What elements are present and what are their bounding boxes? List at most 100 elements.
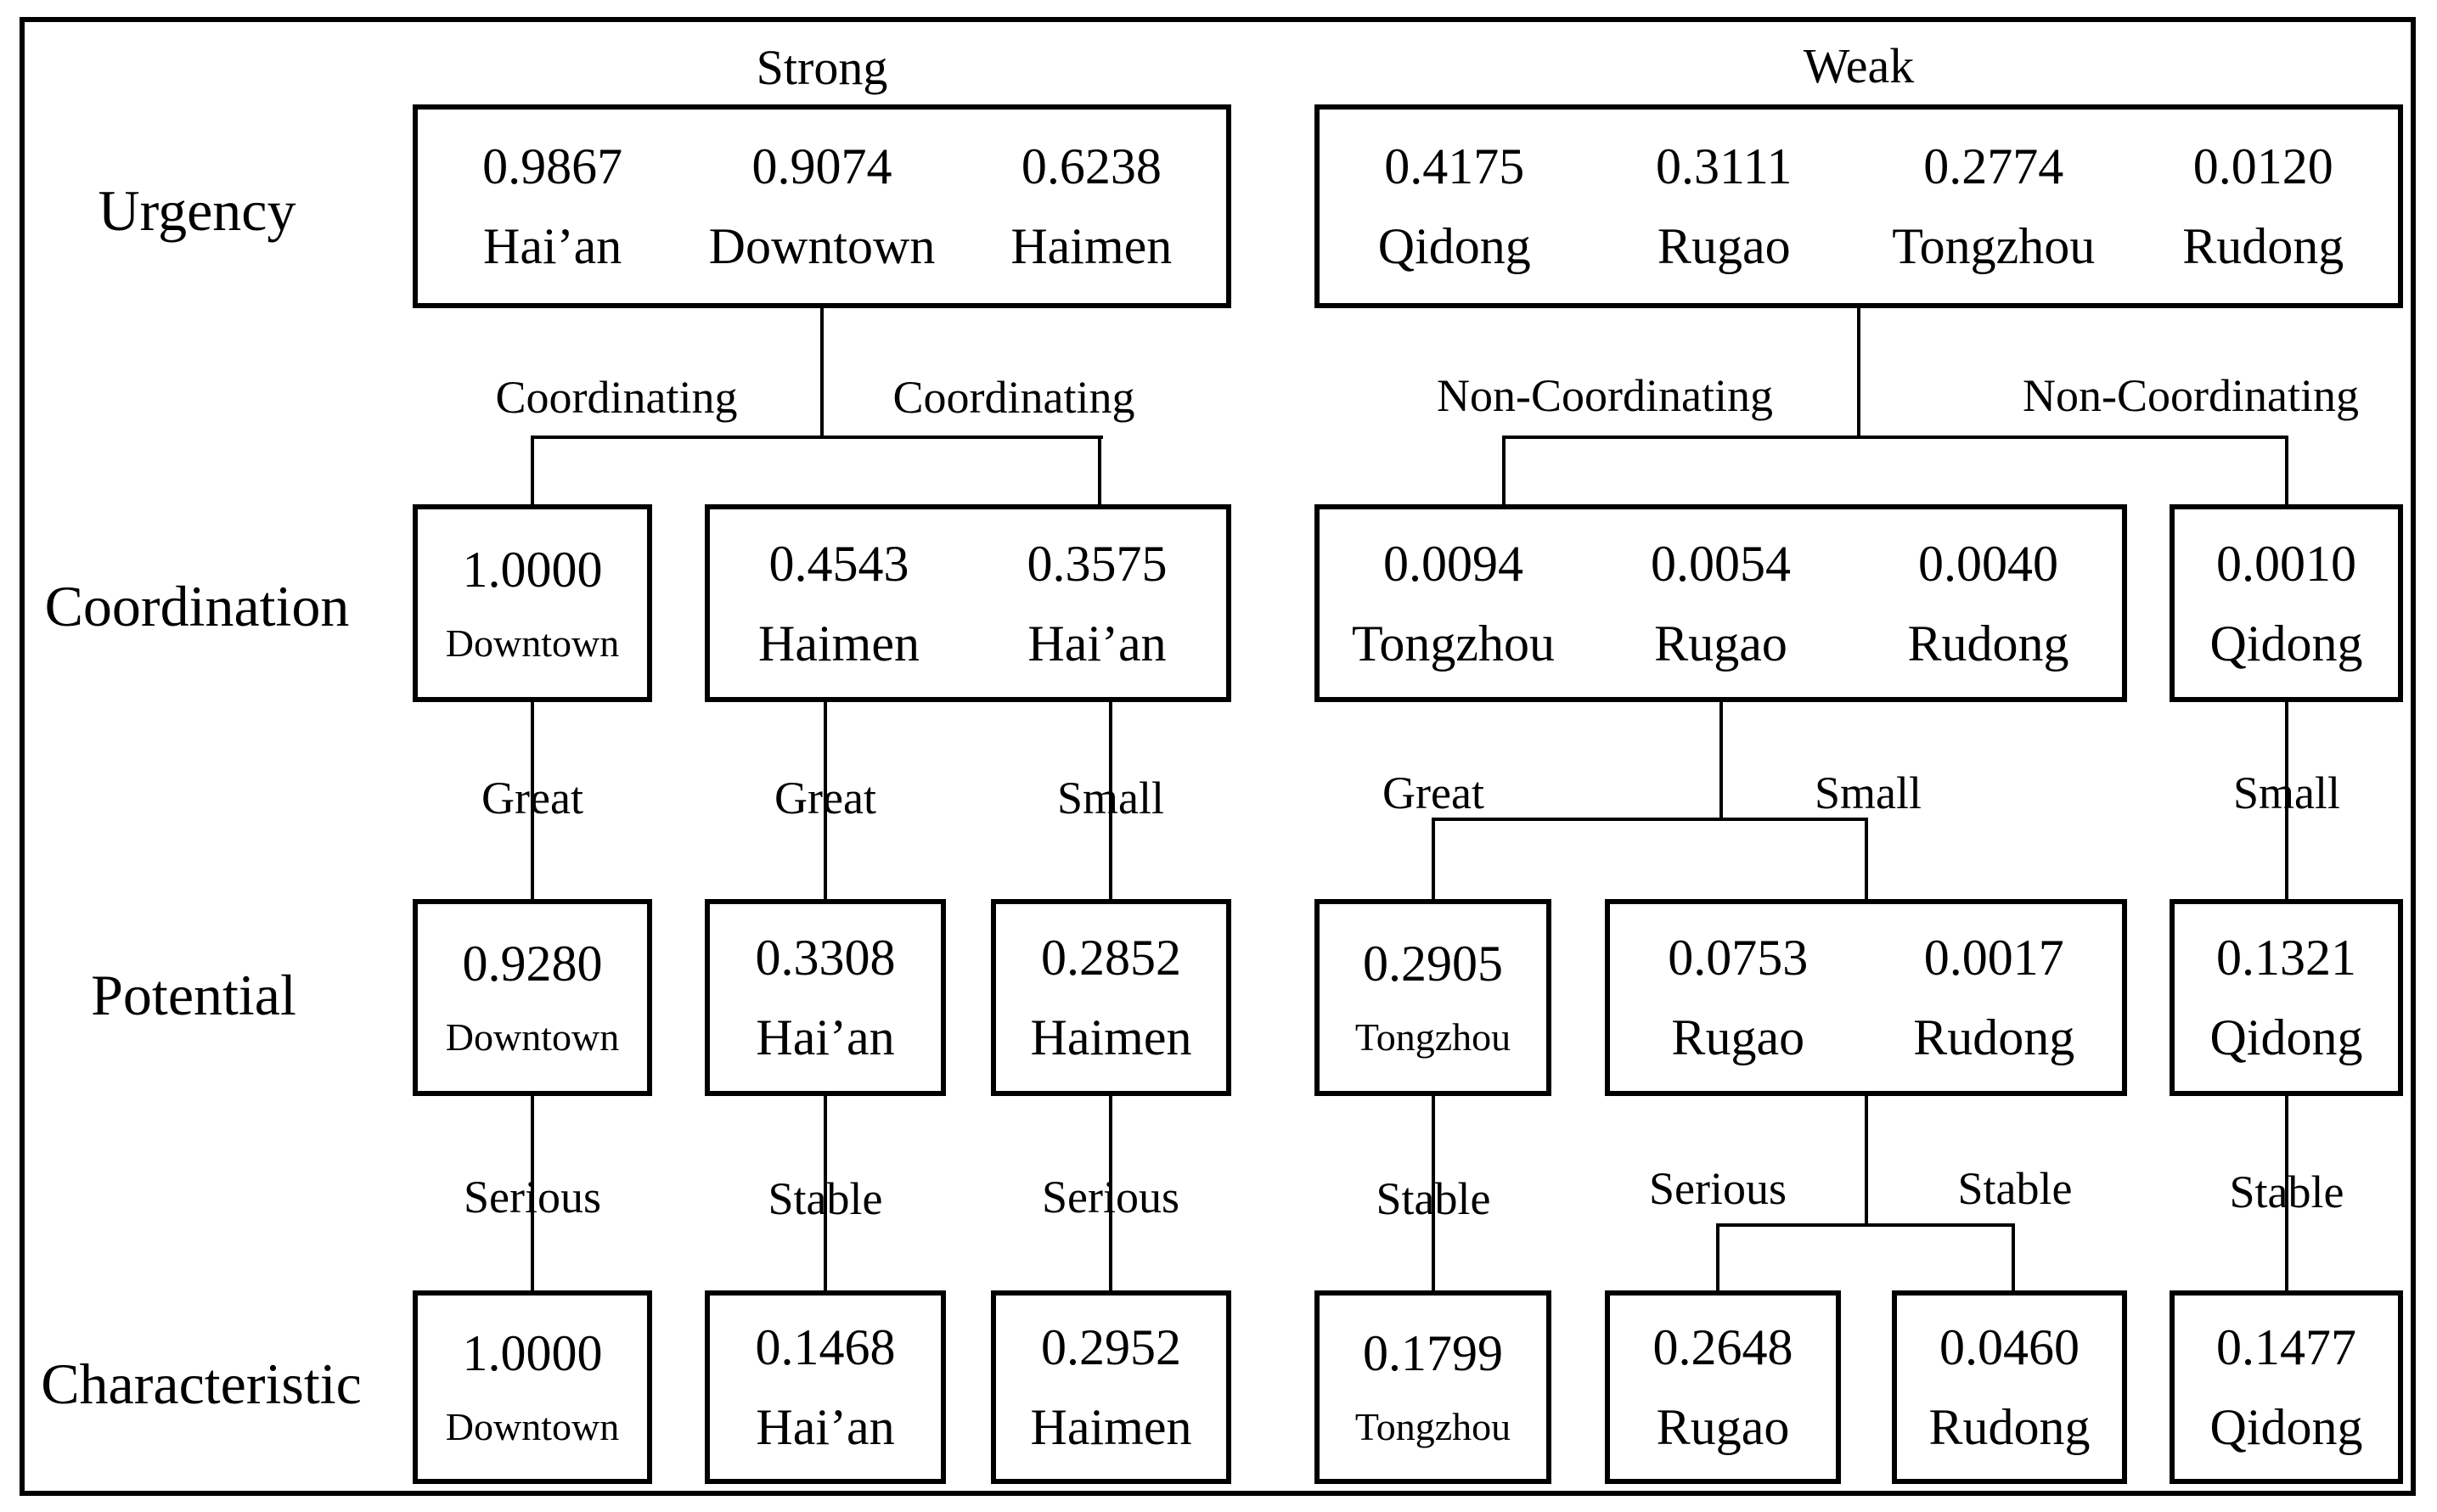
box-characteristic-rugao: 0.2648 Rugao <box>1605 1290 1841 1484</box>
edge-label: Small <box>2232 767 2341 818</box>
edge-label: Non-Coordinating <box>1437 370 1773 421</box>
entry-name: Qidong <box>1377 218 1531 274</box>
connector-line <box>1502 436 1506 506</box>
entry-name: Tongzhou <box>1351 615 1556 672</box>
connector-line <box>1432 1094 1435 1292</box>
entry-characteristic-qidong-0: 0.1477 Qidong <box>2175 1296 2398 1479</box>
entry-name: Rudong <box>1913 1009 2075 1065</box>
entry-urgency-strong-1: 0.9074 Downtown <box>687 110 956 303</box>
entry-name: Haimen <box>758 615 920 672</box>
branch-header-strong: Strong <box>756 40 888 95</box>
entry-potential-haian-0: 0.3308 Hai’an <box>710 904 941 1091</box>
box-characteristic-qidong: 0.1477 Qidong <box>2170 1290 2403 1484</box>
entry-value: 0.0120 <box>2192 138 2333 194</box>
connector-line <box>531 436 534 506</box>
connector-line <box>2285 1094 2288 1292</box>
box-coordination-downtown: 1.0000 Downtown <box>413 504 652 702</box>
connector-line <box>824 1094 827 1292</box>
edge-label: Serious <box>1649 1163 1787 1214</box>
entry-value: 0.0054 <box>1651 535 1791 592</box>
entry-value: 1.0000 <box>462 541 603 598</box>
entry-name: Downtown <box>708 218 936 274</box>
entry-value: 0.0040 <box>1918 535 2058 592</box>
entry-coordination-tongzhou-rugao-rudong-0: 0.0094 Tongzhou <box>1320 509 1587 697</box>
entry-name: Rugao <box>1656 1399 1790 1455</box>
connector-line <box>1865 818 1868 901</box>
connector-line <box>1716 1223 1719 1292</box>
entry-urgency-weak-2: 0.2774 Tongzhou <box>1859 110 2129 303</box>
entry-name: Haimen <box>1030 1009 1192 1065</box>
entry-potential-rugao-rudong-1: 0.0017 Rudong <box>1866 904 2123 1091</box>
row-label-potential: Potential <box>91 963 296 1027</box>
entry-urgency-strong-0: 0.9867 Hai’an <box>418 110 687 303</box>
entry-value: 0.3111 <box>1655 138 1793 194</box>
entry-characteristic-rudong-0: 0.0460 Rudong <box>1897 1296 2122 1479</box>
connector-line <box>531 436 1103 439</box>
entry-characteristic-downtown-0: 1.0000 Downtown <box>418 1296 647 1479</box>
entry-urgency-weak-1: 0.3111 Rugao <box>1590 110 1860 303</box>
connector-line <box>1098 436 1101 506</box>
entry-potential-tongzhou-0: 0.2905 Tongzhou <box>1320 904 1546 1091</box>
row-label-characteristic: Characteristic <box>41 1352 362 1416</box>
connector-line <box>1857 306 1860 439</box>
connector-line <box>1432 818 1868 821</box>
entry-name: Rudong <box>1907 615 2069 672</box>
entry-value: 0.1477 <box>2216 1319 2356 1375</box>
entry-value: 0.2648 <box>1652 1319 1793 1375</box>
entry-value: 0.9867 <box>482 138 623 194</box>
entry-value: 0.0460 <box>1939 1319 2080 1375</box>
box-potential-qidong: 0.1321 Qidong <box>2170 899 2403 1096</box>
connector-line <box>2285 700 2288 901</box>
entry-value: 0.2952 <box>1041 1319 1181 1375</box>
entry-characteristic-haian-0: 0.1468 Hai’an <box>710 1296 941 1479</box>
entry-potential-rugao-rudong-0: 0.0753 Rugao <box>1610 904 1866 1091</box>
entry-potential-haimen-0: 0.2852 Haimen <box>996 904 1226 1091</box>
entry-name: Hai’an <box>483 218 622 274</box>
entry-name: Qidong <box>2209 615 2363 672</box>
entry-value: 0.0010 <box>2216 535 2356 592</box>
entry-name: Rugao <box>1671 1009 1805 1065</box>
edge-label: Serious <box>1042 1172 1179 1223</box>
entry-value: 0.2774 <box>1923 138 2064 194</box>
edge-label: Coordinating <box>892 372 1135 423</box>
edge-label: Stable <box>768 1173 883 1224</box>
connector-line <box>2012 1223 2015 1292</box>
entry-urgency-weak-0: 0.4175 Qidong <box>1320 110 1590 303</box>
entry-characteristic-rugao-0: 0.2648 Rugao <box>1610 1296 1836 1479</box>
entry-value: 0.2905 <box>1363 936 1503 992</box>
entry-coordination-downtown-0: 1.0000 Downtown <box>418 509 647 697</box>
row-label-coordination: Coordination <box>44 574 350 638</box>
edge-label: Non-Coordinating <box>2023 370 2359 421</box>
connector-line <box>824 700 827 901</box>
edge-label: Serious <box>464 1172 601 1223</box>
entry-characteristic-tongzhou-0: 0.1799 Tongzhou <box>1320 1296 1546 1479</box>
entry-name: Rugao <box>1654 615 1787 672</box>
edge-label: Great <box>481 773 583 823</box>
entry-value: 0.3308 <box>755 930 896 986</box>
edge-label: Stable <box>2229 1166 2344 1217</box>
box-urgency-strong: 0.9867 Hai’an 0.9074 Downtown 0.6238 Haimen <box>413 104 1231 308</box>
box-characteristic-haimen: 0.2952 Haimen <box>991 1290 1231 1484</box>
connector-line <box>1865 1094 1868 1227</box>
connector-line <box>531 1094 534 1292</box>
entry-name: Rudong <box>1928 1399 2091 1455</box>
entry-value: 0.6238 <box>1021 138 1162 194</box>
box-potential-haian: 0.3308 Hai’an <box>705 899 946 1096</box>
figure-border <box>20 17 2416 1496</box>
connector-line <box>1719 700 1723 821</box>
entry-name: Qidong <box>2209 1399 2363 1455</box>
edge-label: Stable <box>1957 1163 2073 1214</box>
box-potential-rugao-rudong: 0.0753 Rugao 0.0017 Rudong <box>1605 899 2127 1096</box>
box-potential-haimen: 0.2852 Haimen <box>991 899 1231 1096</box>
entry-name: Hai’an <box>756 1009 895 1065</box>
connector-line <box>531 700 534 901</box>
edge-label: Coordinating <box>495 372 738 423</box>
box-coordination-haimen-haian: 0.4543 Haimen 0.3575 Hai’an <box>705 504 1231 702</box>
entry-value: 0.2852 <box>1041 930 1181 986</box>
entry-value: 0.0094 <box>1383 535 1523 592</box>
entry-characteristic-haimen-0: 0.2952 Haimen <box>996 1296 1226 1479</box>
connector-line <box>1109 700 1112 901</box>
entry-name: Downtown <box>445 1015 620 1059</box>
entry-value: 0.9074 <box>751 138 892 194</box>
